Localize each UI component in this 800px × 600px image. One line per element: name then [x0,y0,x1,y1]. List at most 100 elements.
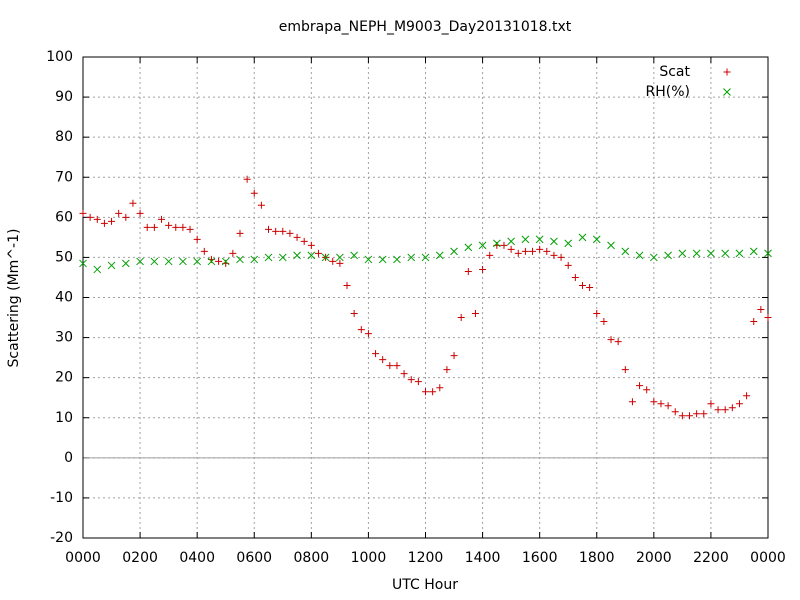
point [521,235,530,244]
point [407,253,416,262]
x-tick-label: 1000 [351,550,387,566]
x-tick-label: 0200 [122,550,158,566]
point [250,255,259,264]
point [564,261,572,269]
point [749,247,758,256]
point [507,237,515,246]
point [486,251,494,259]
point [378,255,387,264]
point [764,314,772,322]
point [757,306,765,314]
y-tick-label: 100 [46,49,73,65]
point [521,247,529,255]
point [100,219,108,227]
y-tick-label: 80 [55,129,73,145]
point [115,209,123,217]
point [692,249,701,258]
point [108,217,116,225]
point [607,241,615,250]
point [557,253,565,261]
point [321,253,330,262]
y-tick-label: 60 [55,209,73,225]
point [393,255,401,264]
point [721,249,730,258]
point [578,281,586,289]
point [707,249,715,258]
point [764,249,772,258]
point [165,221,173,229]
point [236,229,244,237]
point [429,388,437,396]
y-tick-label: 10 [55,410,73,426]
x-tick-label: 0400 [179,550,215,566]
point [157,215,165,223]
point [457,314,465,322]
point [86,213,94,221]
x-tick-label: 0800 [294,550,330,566]
x-tick-label: 2000 [636,550,672,566]
point [193,257,202,266]
point [714,406,722,414]
plot-frame [82,56,769,539]
point [479,265,487,273]
point [229,249,237,257]
y-tick-label: 50 [55,249,73,265]
point [93,265,102,274]
point [343,281,351,289]
point [550,237,558,246]
point [286,229,294,237]
point [121,259,130,268]
point [193,235,201,243]
point [107,261,116,270]
point [693,410,701,418]
point [743,392,751,400]
point [671,408,679,416]
point [514,249,522,257]
legend-marker [723,88,731,96]
point [621,247,630,256]
x-tick-label: 1400 [465,550,501,566]
point [578,233,587,242]
point [500,241,508,249]
point [336,259,344,267]
point [650,398,658,406]
point [421,253,430,262]
point [150,223,158,231]
legend-label: RH(%) [646,84,690,100]
point [535,235,544,244]
point [571,273,579,281]
point [564,239,573,248]
point [422,388,429,396]
point [600,318,608,326]
point [543,247,551,255]
point [464,267,472,275]
point [628,398,636,406]
point [293,251,301,260]
y-tick-label: 90 [55,89,73,105]
point [414,378,422,386]
point [657,400,665,408]
y-tick-label: 70 [55,169,73,185]
point [243,175,251,183]
y-tick-label: -10 [50,490,73,506]
point [150,257,159,266]
point [329,257,337,265]
point [307,241,315,249]
point [614,338,622,346]
point [93,215,101,223]
point [643,386,651,394]
point [336,253,344,262]
point [215,257,223,265]
point [678,249,687,258]
point [122,213,130,221]
point [464,243,473,252]
point [478,241,487,250]
y-tick-label: 30 [55,330,73,346]
point [300,237,308,245]
point [257,201,265,209]
point [435,251,444,260]
point [507,245,515,253]
y-tick-label: -20 [50,530,73,546]
